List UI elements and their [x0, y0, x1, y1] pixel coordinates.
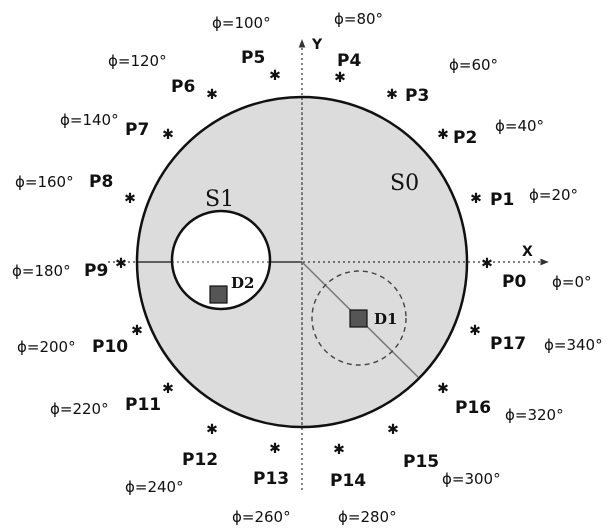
star-p7: ✱ [162, 127, 174, 143]
point-label-p3: P3 [405, 86, 429, 106]
point-label-p14: P14 [330, 471, 366, 491]
point-label-p8: P8 [89, 172, 113, 192]
angle-label-140: ϕ=140° [60, 111, 119, 129]
star-p2: ✱ [437, 127, 449, 143]
angle-label-200: ϕ=200° [17, 338, 76, 356]
angle-label-0: ϕ=0° [552, 273, 592, 291]
point-label-p16: P16 [455, 398, 491, 418]
star-p3: ✱ [386, 87, 398, 103]
d1-dashed-circle [311, 270, 407, 366]
star-p5: ✱ [269, 68, 281, 84]
angle-label-340: ϕ=340° [544, 336, 603, 354]
angle-label-160: ϕ=160° [15, 173, 74, 191]
point-label-p4: P4 [337, 51, 361, 71]
star-p13: ✱ [269, 441, 281, 457]
star-p6: ✱ [206, 87, 218, 103]
point-label-p0: P0 [502, 272, 526, 292]
point-label-p9: P9 [84, 261, 108, 281]
point-label-p10: P10 [92, 337, 128, 357]
point-label-p17: P17 [490, 334, 526, 354]
label-d1: D1 [374, 310, 397, 328]
star-p1: ✱ [470, 191, 482, 207]
label-s1: S1 [205, 187, 234, 212]
star-p17: ✱ [469, 323, 481, 339]
label-d2: D2 [231, 274, 254, 292]
point-label-p1: P1 [490, 190, 514, 210]
hole-s1 [170, 209, 272, 311]
point-label-p5: P5 [241, 48, 265, 68]
label-x-axis: X [522, 244, 533, 260]
star-p8: ✱ [124, 191, 136, 207]
angle-label-180: ϕ=180° [12, 262, 71, 280]
star-p9: ✱ [115, 256, 127, 272]
detector-d2 [209, 285, 228, 304]
star-p12: ✱ [206, 422, 218, 438]
angle-label-240: ϕ=240° [125, 478, 184, 496]
point-label-p7: P7 [125, 120, 149, 140]
star-p11: ✱ [162, 381, 174, 397]
angle-label-100: ϕ=100° [212, 14, 271, 32]
angle-label-320: ϕ=320° [505, 406, 564, 424]
star-p0: ✱ [481, 256, 493, 272]
angle-label-40: ϕ=40° [495, 117, 544, 135]
point-label-p13: P13 [253, 469, 289, 489]
star-p15: ✱ [387, 422, 399, 438]
star-p16: ✱ [437, 381, 449, 397]
angle-label-60: ϕ=60° [449, 56, 498, 74]
point-label-p6: P6 [171, 77, 195, 97]
star-p14: ✱ [333, 442, 345, 458]
label-s0: S0 [390, 171, 419, 196]
angle-label-280: ϕ=280° [338, 508, 397, 526]
star-p4: ✱ [334, 70, 346, 86]
label-y-axis: Y [311, 37, 323, 53]
angle-label-300: ϕ=300° [442, 470, 501, 488]
point-label-p15: P15 [403, 452, 439, 472]
angle-label-20: ϕ=20° [529, 186, 578, 204]
point-label-p11: P11 [125, 395, 161, 415]
angle-label-80: ϕ=80° [334, 10, 383, 28]
star-p10: ✱ [131, 323, 143, 339]
angle-label-260: ϕ=260° [232, 508, 291, 526]
angle-label-120: ϕ=120° [108, 52, 167, 70]
detector-d1 [349, 309, 368, 328]
point-label-p12: P12 [182, 450, 218, 470]
angle-label-220: ϕ=220° [50, 400, 109, 418]
point-label-p2: P2 [453, 128, 477, 148]
